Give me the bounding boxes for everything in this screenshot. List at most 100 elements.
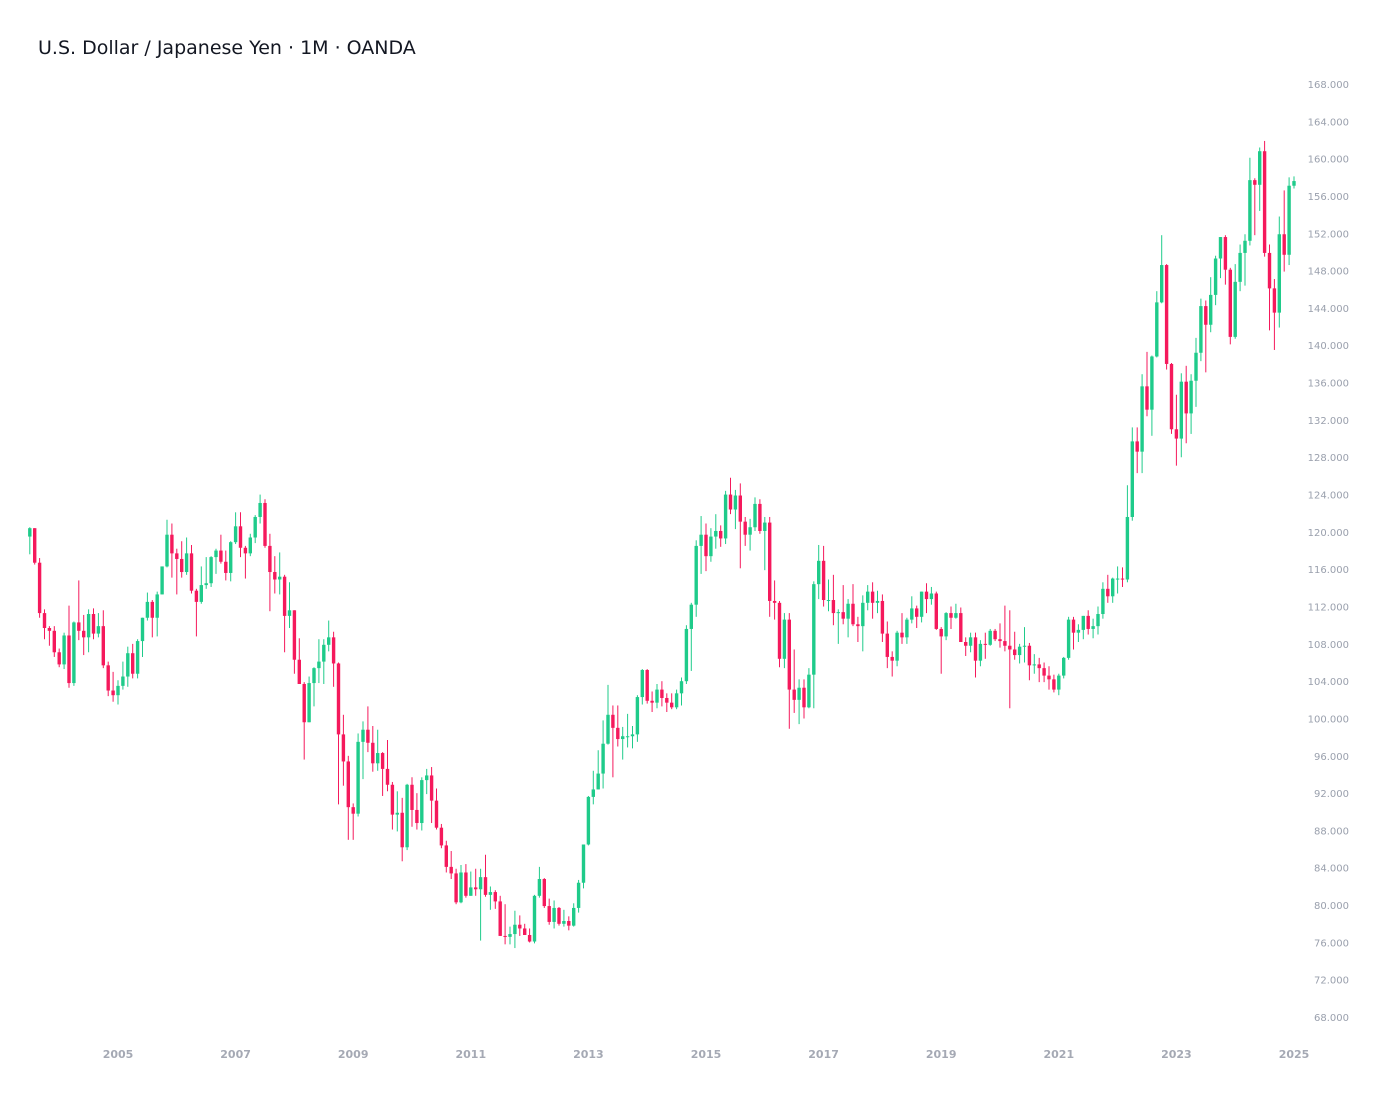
candle-body	[346, 761, 350, 808]
candle-body	[155, 594, 159, 618]
candle-body	[949, 613, 953, 618]
candle-body	[1081, 615, 1085, 630]
candle-body	[518, 924, 522, 929]
candle-body	[993, 630, 997, 640]
x-tick-label: 2013	[573, 1048, 604, 1061]
candle-body	[978, 643, 983, 661]
candle-body	[650, 700, 654, 703]
candle-body	[841, 612, 845, 619]
candle-body	[1292, 181, 1296, 186]
candle-body	[371, 742, 375, 764]
candle-body	[621, 736, 625, 740]
candle-body	[807, 674, 811, 708]
candle-body	[689, 604, 693, 629]
candle-body	[273, 572, 277, 580]
y-tick-label: 148.000	[1308, 267, 1349, 278]
candle-body	[1287, 185, 1291, 255]
candle-body	[322, 644, 326, 662]
candle-body	[787, 619, 791, 690]
candle-body	[106, 665, 110, 691]
y-tick-label: 152.000	[1308, 229, 1349, 240]
candle-body	[385, 768, 390, 785]
y-tick-label: 128.000	[1308, 453, 1349, 464]
candle-body	[194, 590, 199, 602]
candle-body	[939, 628, 943, 637]
candle-body	[503, 935, 507, 937]
candle-body	[861, 602, 865, 627]
candle-body	[1189, 380, 1193, 414]
candle-body	[111, 690, 115, 696]
candle-body	[1101, 588, 1105, 615]
candle-body	[287, 610, 292, 616]
candle-body	[229, 542, 233, 573]
candle-body	[292, 610, 297, 660]
candle-body	[395, 812, 399, 815]
candle-body	[714, 530, 718, 537]
candle-body	[768, 522, 772, 601]
y-tick-label: 88.000	[1314, 826, 1349, 837]
candle-body	[562, 920, 566, 924]
candle-body	[77, 622, 81, 631]
candle-body	[885, 633, 889, 657]
candle-body	[135, 641, 140, 674]
candle-body	[1199, 306, 1203, 353]
candle-body	[1204, 306, 1208, 325]
candle-body	[812, 584, 816, 675]
candle-body	[47, 628, 52, 631]
candle-body	[728, 494, 733, 510]
candle-body	[140, 617, 145, 642]
candle-body	[616, 727, 620, 740]
candle-body	[1164, 265, 1169, 364]
candle-body	[973, 637, 978, 661]
x-tick-label: 2005	[103, 1048, 134, 1061]
candle-body	[366, 729, 370, 743]
candle-body	[1091, 626, 1095, 629]
candle-body	[674, 693, 679, 708]
y-tick-label: 124.000	[1308, 491, 1349, 502]
candle-body	[1262, 151, 1267, 253]
candle-body	[410, 784, 414, 810]
chart-title: U.S. Dollar / Japanese Yen · 1M · OANDA	[38, 37, 416, 59]
y-tick-label: 156.000	[1308, 192, 1349, 203]
candle-body	[1267, 252, 1272, 289]
candle-body	[954, 613, 958, 618]
candle-body	[434, 800, 439, 828]
candle-body	[792, 689, 796, 700]
candle-body	[116, 685, 120, 696]
candle-body	[611, 714, 615, 728]
candle-body	[836, 612, 840, 614]
candle-body	[1027, 645, 1032, 666]
candle-body	[327, 637, 331, 645]
candle-body	[263, 502, 267, 546]
candle-body	[802, 687, 806, 708]
candle-body	[733, 495, 738, 510]
candle-body	[772, 600, 777, 603]
candle-body	[86, 614, 91, 638]
candle-body	[268, 545, 272, 573]
candle-body	[454, 873, 458, 903]
candle-body	[429, 775, 434, 801]
candle-body	[1150, 356, 1154, 410]
candle-body	[1233, 281, 1237, 337]
candle-body	[317, 661, 321, 669]
candle-body	[199, 585, 203, 602]
candle-body	[900, 632, 904, 638]
candle-body	[67, 635, 71, 684]
candle-body	[131, 653, 135, 674]
candle-body	[175, 553, 179, 559]
y-tick-label: 168.000	[1308, 80, 1349, 91]
candle-body	[964, 642, 968, 646]
candle-body	[474, 887, 478, 890]
candle-body	[1238, 252, 1242, 282]
candle-body	[826, 600, 831, 602]
candle-body	[1008, 645, 1012, 650]
candle-body	[763, 522, 767, 531]
candle-body	[743, 521, 747, 535]
x-tick-label: 2019	[926, 1048, 957, 1061]
candle-body	[699, 534, 703, 546]
x-tick-label: 2021	[1043, 1048, 1074, 1061]
candle-body	[782, 619, 787, 659]
x-tick-label: 2023	[1161, 1048, 1192, 1061]
candle-body	[1213, 258, 1218, 295]
